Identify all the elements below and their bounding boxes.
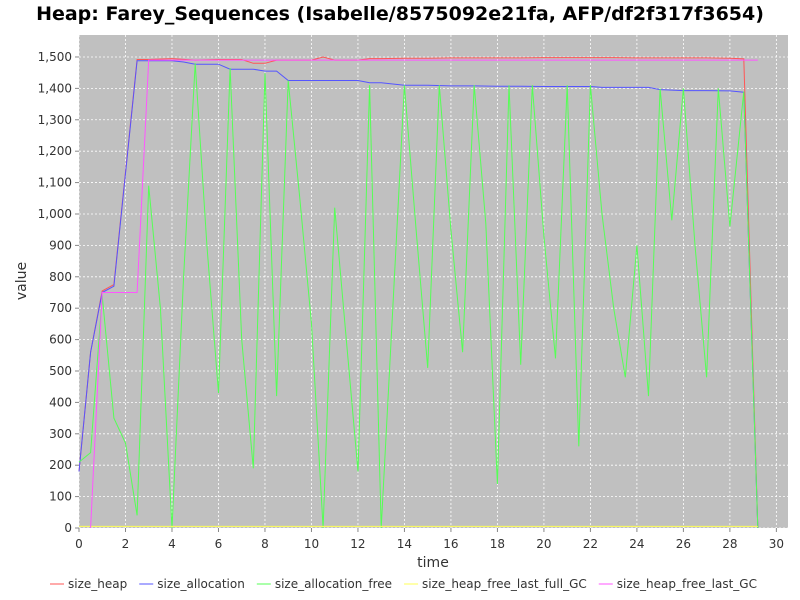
x-axis-label: time: [417, 555, 449, 571]
y-tick-label: 900: [49, 238, 72, 252]
x-tick-label: 12: [350, 537, 365, 551]
y-tick-label: 1,000: [38, 207, 72, 221]
y-tick-label: 0: [64, 521, 72, 535]
series-line-size-heap: [78, 56, 759, 529]
plot-area: [79, 35, 788, 528]
x-tick-label: 6: [215, 537, 223, 551]
y-tick-label: 200: [49, 458, 72, 472]
x-tick-label: 22: [583, 537, 598, 551]
y-tick-label: 1,400: [38, 81, 72, 95]
x-axis-ticks: 0 2 4 6 8 10 12 14 16 18 20 22 24 26 28 30: [75, 528, 784, 551]
legend-entry: size_allocation: [157, 577, 245, 591]
x-tick-label: 28: [722, 537, 737, 551]
y-tick-label: 500: [49, 364, 72, 378]
x-tick-label: 18: [490, 537, 505, 551]
y-tick-label: 1,100: [38, 176, 72, 190]
x-tick-label: 14: [397, 537, 412, 551]
legend-entry: size_heap: [68, 577, 127, 591]
x-tick-label: 16: [443, 537, 458, 551]
y-axis-label: value: [14, 262, 30, 300]
y-tick-label: 800: [49, 270, 72, 284]
y-axis-ticks: 0 100 200 300 400 500 600 700 800 900 1,000 1,100 1,…: [38, 50, 79, 535]
y-tick-label: 300: [49, 427, 72, 441]
x-tick-label: 0: [75, 537, 83, 551]
legend-entry: size_heap_free_last_full_GC: [422, 577, 587, 591]
series-line-size-heap-free-last-GC: [90, 59, 758, 529]
y-tick-label: 1,200: [38, 144, 72, 158]
x-tick-label: 24: [629, 537, 644, 551]
x-tick-label: 10: [304, 537, 319, 551]
y-tick-label: 1,500: [38, 50, 72, 64]
legend-entry: size_heap_free_last_GC: [617, 577, 757, 591]
y-tick-label: 400: [49, 395, 72, 409]
x-tick-label: 2: [122, 537, 130, 551]
y-tick-label: 100: [49, 490, 72, 504]
x-tick-label: 20: [536, 537, 551, 551]
x-tick-label: 8: [261, 537, 269, 551]
y-tick-label: 1,300: [38, 113, 72, 127]
x-tick-label: 4: [168, 537, 176, 551]
series-line-size-allocation: [78, 60, 759, 529]
y-tick-label: 700: [49, 301, 72, 315]
series-line-size-allocation-free: [78, 63, 759, 529]
chart-title: Heap: Farey_Sequences (Isabelle/8575092e…: [36, 3, 764, 25]
legend-entry: size_allocation_free: [275, 577, 392, 591]
legend: size_heap size_allocation size_allocation_…: [50, 577, 757, 591]
x-tick-label: 30: [769, 537, 784, 551]
series-layer: [78, 56, 759, 529]
x-tick-label: 26: [676, 537, 691, 551]
y-tick-label: 600: [49, 333, 72, 347]
